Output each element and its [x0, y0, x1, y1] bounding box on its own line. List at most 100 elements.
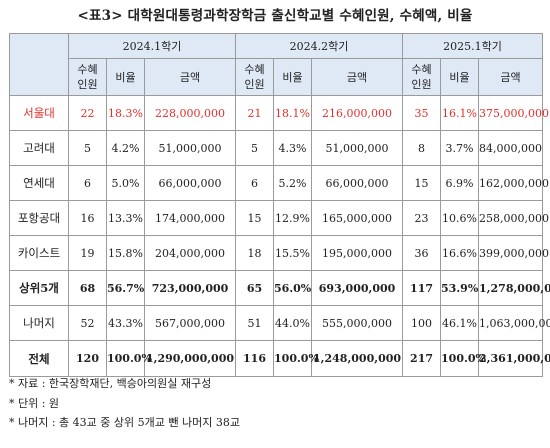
header-row-columns: 수혜 인원 비율 금액 수혜 인원 비율 금액 수혜 인원 비율 금액: [10, 58, 544, 96]
value-cell: 5: [68, 130, 107, 166]
value-cell: 693,000,000: [311, 270, 404, 306]
value-cell: 16.6%: [440, 235, 480, 271]
value-cell: 195,000,000: [311, 235, 404, 271]
value-cell: 13.3%: [106, 200, 145, 236]
value-cell: 204,000,000: [143, 235, 237, 271]
value-cell: 16.1%: [440, 95, 480, 131]
value-cell: 18.1%: [273, 95, 313, 131]
table-row: 포항공대 16 13.3% 174,000,000 15 12.9% 165,000,000…: [9, 200, 549, 236]
column-header: 금액: [143, 58, 237, 96]
value-cell: 44.0%: [273, 305, 313, 341]
value-cell: 100.0%: [440, 340, 486, 377]
value-cell: 5: [235, 130, 275, 166]
school-name-cell: 연세대: [9, 165, 69, 201]
value-cell: 15: [402, 165, 442, 201]
column-header: 금액: [478, 58, 544, 96]
period-header: 2024.1학기: [67, 33, 237, 59]
value-cell: 2,361,000,000: [478, 340, 550, 377]
value-cell: 15: [235, 200, 275, 236]
value-cell: 19: [68, 235, 107, 271]
footnote-source: * 자료 : 한국장학재단, 백승아의원실 재구성: [9, 377, 212, 390]
footnotes: * 자료 : 한국장학재단, 백승아의원실 재구성 * 단위 : 원 * 나머지…: [9, 374, 240, 433]
value-cell: 216,000,000: [311, 95, 404, 131]
value-cell: 1,278,000,000: [478, 270, 550, 306]
value-cell: 258,000,000: [478, 200, 549, 236]
value-cell: 6: [68, 165, 107, 201]
column-header: 비율: [106, 58, 145, 96]
value-cell: 51,000,000: [311, 130, 404, 166]
value-cell: 36: [402, 235, 442, 271]
value-cell: 68: [68, 270, 107, 306]
column-header: 수혜 인원: [402, 58, 442, 96]
value-cell: 43.3%: [106, 305, 145, 341]
value-cell: 116: [235, 340, 275, 377]
value-cell: 16: [68, 200, 107, 236]
period-header: 2024.2학기: [235, 33, 404, 59]
value-cell: 22: [68, 95, 107, 131]
value-cell: 46.1%: [440, 305, 480, 341]
value-cell: 65: [235, 270, 275, 306]
table-row: 서울대 22 18.3% 228,000,000 21 18.1% 216,000,000 3…: [9, 95, 549, 131]
value-cell: 1,063,000,000: [478, 305, 550, 341]
value-cell: 6: [235, 165, 275, 201]
table-row: 상위5개 68 56.7% 723,000,000 65 56.0% 693,000,000…: [9, 270, 550, 306]
value-cell: 100: [402, 305, 442, 341]
column-header: 수혜 인원: [68, 58, 107, 96]
value-cell: 66,000,000: [311, 165, 404, 201]
column-header: 금액: [311, 58, 404, 96]
value-cell: 4.3%: [273, 130, 313, 166]
period-header: 2025.1학기: [402, 33, 544, 59]
school-name-cell: 카이스트: [9, 235, 69, 271]
value-cell: 35: [402, 95, 442, 131]
value-cell: 52: [68, 305, 107, 341]
value-cell: 3.7%: [440, 130, 480, 166]
table-body: 서울대 22 18.3% 228,000,000 21 18.1% 216,000,000 3…: [9, 95, 550, 377]
column-header: 비율: [440, 58, 480, 96]
value-cell: 23: [402, 200, 442, 236]
value-cell: 18: [235, 235, 275, 271]
value-cell: 399,000,000: [478, 235, 549, 271]
value-cell: 5.0%: [106, 165, 145, 201]
table-row: 카이스트 19 15.8% 204,000,000 18 15.5% 195,000,000…: [9, 235, 549, 271]
school-name-cell: 전체: [9, 340, 69, 377]
table-row: 나머지 52 43.3% 567,000,000 51 44.0% 555,000,000 1…: [9, 305, 550, 341]
value-cell: 217: [402, 340, 442, 377]
footnote-unit: * 단위 : 원: [9, 396, 60, 410]
header-row-periods: 2024.1학기 2024.2학기 2025.1학기: [9, 33, 544, 96]
value-cell: 723,000,000: [143, 270, 237, 306]
value-cell: 5.2%: [273, 165, 313, 201]
value-cell: 15.8%: [106, 235, 145, 271]
value-cell: 53.9%: [440, 270, 480, 306]
value-cell: 15.5%: [273, 235, 313, 271]
value-cell: 6.9%: [440, 165, 480, 201]
value-cell: 21: [235, 95, 275, 131]
table-row: 연세대 6 5.0% 66,000,000 6 5.2% 66,000,000 15 6.9% 1…: [9, 165, 549, 201]
school-name-cell: 포항공대: [9, 200, 69, 236]
value-cell: 84,000,000: [478, 130, 544, 166]
column-header: 수혜 인원: [235, 58, 275, 96]
table-title: <표3> 대학원대통령과학장학금 출신학교별 수혜인원, 수혜액, 비율: [77, 8, 473, 24]
school-name-cell: 상위5개: [9, 270, 69, 306]
value-cell: 1,290,000,000: [143, 340, 237, 377]
scholarship-table: 2024.1학기 2024.2학기 2025.1학기 수혜 인원 비율 금액 수혜 인…: [9, 33, 550, 377]
value-cell: 162,000,000: [478, 165, 549, 201]
value-cell: 51,000,000: [143, 130, 237, 166]
value-cell: 375,000,000: [478, 95, 549, 131]
school-name-cell: 서울대: [9, 95, 69, 131]
value-cell: 56.0%: [273, 270, 313, 306]
value-cell: 100.0%: [106, 340, 152, 377]
value-cell: 18.3%: [106, 95, 145, 131]
school-name-cell: 고려대: [9, 130, 69, 166]
value-cell: 10.6%: [440, 200, 480, 236]
school-name-cell: 나머지: [9, 305, 69, 341]
value-cell: 4.2%: [106, 130, 145, 166]
value-cell: 228,000,000: [143, 95, 237, 131]
table-row: 고려대 5 4.2% 51,000,000 5 4.3% 51,000,000 8 3.7% 84…: [9, 130, 544, 166]
value-cell: 12.9%: [273, 200, 313, 236]
value-cell: 66,000,000: [143, 165, 237, 201]
value-cell: 165,000,000: [311, 200, 404, 236]
value-cell: 567,000,000: [143, 305, 237, 341]
value-cell: 56.7%: [106, 270, 145, 306]
value-cell: 8: [402, 130, 442, 166]
value-cell: 120: [68, 340, 107, 377]
